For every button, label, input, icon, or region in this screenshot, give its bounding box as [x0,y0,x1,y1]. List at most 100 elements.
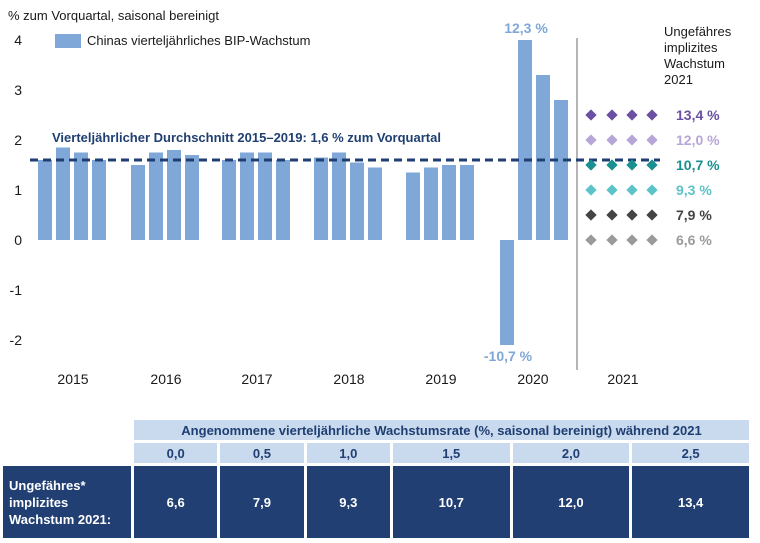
bars [38,38,578,370]
scenario-dot [626,184,638,196]
result-cell: 6,6 [134,466,218,538]
scenario-dot [646,209,658,221]
scenario-dot [626,109,638,121]
scenario-dot [606,159,618,171]
bar [350,162,364,240]
x-tick-label: 2020 [517,371,548,387]
scenario-dot [626,209,638,221]
peak-label: 12,3 % [504,20,548,36]
scenario-label: 7,9 % [676,207,712,223]
x-tick-label: 2019 [425,371,456,387]
scenario-dots: 13,4 % 12,0 % 10,7 % 9,3 % 7,9 % 6,6 % [585,107,720,248]
scenario-label: 13,4 % [676,107,720,123]
scenario-dot [646,134,658,146]
scenario-dot [585,159,597,171]
bar [332,152,346,240]
gdp-growth-chart: 4 3 2 1 0 -1 -2 13,4 % 12,0 % 10,7 % 9,3 % 7,9 % 6,… [10,20,721,387]
bar [314,157,328,240]
scenario-dot [646,109,658,121]
bar [185,155,199,240]
scenario-dot [606,234,618,246]
scenario-dot [606,109,618,121]
bar [276,160,290,240]
bar [536,75,550,240]
bar [554,100,568,240]
bar [56,147,70,240]
x-tick-label: 2015 [57,371,88,387]
row-label: Ungefähres* implizites Wachstum 2021: [3,466,131,538]
bar [500,240,514,345]
bar [38,160,52,240]
bar [258,152,272,240]
rate-cell: 0,5 [220,443,304,463]
rate-cell: 2,0 [512,443,630,463]
scenario-label: 6,6 % [676,232,712,248]
scenario-dot [646,159,658,171]
result-cell: 12,0 [512,466,630,538]
result-cell: 13,4 [632,466,749,538]
rate-cell: 1,5 [392,443,510,463]
x-tick-label: 2021 [607,371,638,387]
side-title: Ungefähres implizites Wachstum 2021 [664,24,732,87]
x-axis-year-labels: 2015 2016 2017 2018 2019 2020 2021 [57,371,638,387]
y-tick-label: 0 [14,232,22,248]
legend-label: Chinas vierteljährliches BIP-Wachstum [87,33,311,48]
scenario-label: 9,3 % [676,182,712,198]
y-tick-label: 2 [14,132,22,148]
bar [131,165,145,240]
x-tick-label: 2017 [241,371,272,387]
scenario-dot [606,184,618,196]
y-tick-label: -2 [10,332,23,348]
legend: Chinas vierteljährliches BIP-Wachstum [55,33,310,48]
scenario-dot [606,134,618,146]
bar [92,160,106,240]
y-tick-label: 1 [14,182,22,198]
bar [460,165,474,240]
scenario-label: 12,0 % [676,132,720,148]
row-label-line: Ungefähres* [9,477,86,493]
scenario-dot [626,134,638,146]
scenario-dot [585,234,597,246]
table-corner-2 [3,443,131,463]
y-tick-label: -1 [10,282,23,298]
row-label-line: implizites [9,494,69,510]
trough-label: -10,7 % [484,348,533,364]
result-cell: 10,7 [392,466,510,538]
bar [424,167,438,240]
bar [442,165,456,240]
x-tick-label: 2016 [150,371,181,387]
scenario-dot [646,184,658,196]
bar [406,172,420,240]
y-axis-ticks: 4 3 2 1 0 -1 -2 [10,32,23,348]
bar [167,150,181,240]
scenario-dot [606,209,618,221]
bar [368,167,382,240]
bar [149,152,163,240]
bar [240,152,254,240]
bar [518,40,532,240]
scenario-dot [646,234,658,246]
average-label: Vierteljährlicher Durchschnitt 2015–2019… [52,130,441,145]
table-corner [3,420,131,440]
rate-cell: 1,0 [306,443,390,463]
scenario-dot [585,134,597,146]
bar-annotations: 12,3 % -10,7 % [484,20,548,364]
bar [222,160,236,240]
y-axis-label: % zum Vorquartal, saisonal bereinigt [8,8,220,23]
table-caption: Angenommene vierteljährliche Wachstumsra… [134,420,749,440]
scenario-label: 10,7 % [676,157,720,173]
scenario-dot [585,184,597,196]
result-cell: 7,9 [220,466,304,538]
scenario-dot [626,234,638,246]
y-tick-label: 3 [14,82,22,98]
scenario-dot [585,209,597,221]
scenario-dot [626,159,638,171]
scenario-dot [585,109,597,121]
legend-swatch [55,33,81,48]
result-cell: 9,3 [306,466,390,538]
row-label-line: Wachstum 2021: [9,511,112,527]
bar [74,152,88,240]
x-tick-label: 2018 [333,371,364,387]
y-tick-label: 4 [14,32,22,48]
growth-table: Angenommene vierteljährliche Wachstumsra… [0,417,752,541]
